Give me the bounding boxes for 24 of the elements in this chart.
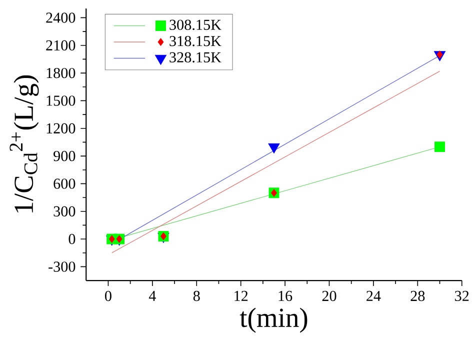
x-tick-label: 28	[410, 290, 425, 302]
x-tick-label: 12	[234, 290, 248, 301]
y-tick-label: 300	[54, 206, 76, 216]
y-tick-label: 0	[68, 234, 76, 244]
y-tick-label: 2100	[46, 40, 76, 51]
y-tick-label: 1800	[46, 68, 76, 78]
legend-label: 308.15K	[170, 20, 222, 30]
x-tick-label: 20	[322, 290, 336, 302]
x-tick-label: 32	[455, 290, 469, 302]
legend-label: 328.15K	[170, 52, 222, 63]
y-tick-label: 2400	[46, 12, 76, 23]
y-tick-label: 600	[54, 178, 76, 189]
x-axis-title: t(min)	[240, 308, 308, 333]
x-tick-label: 8	[193, 290, 200, 302]
x-tick-label: 4	[148, 290, 156, 301]
y-tick-label: 900	[54, 150, 76, 162]
y-tick-label: 1500	[46, 96, 76, 106]
legend-label: 318.15K	[170, 36, 222, 46]
x-tick-label: 24	[366, 290, 381, 301]
x-tick-label: 0	[105, 290, 112, 302]
y-tick-label: 1200	[46, 123, 76, 134]
y-tick-label: -300	[48, 262, 76, 272]
y-axis-title: 1/C$_{Cd}$$^{2+}$(L/g)	[10, 75, 39, 212]
x-tick-label: 16	[278, 290, 292, 302]
